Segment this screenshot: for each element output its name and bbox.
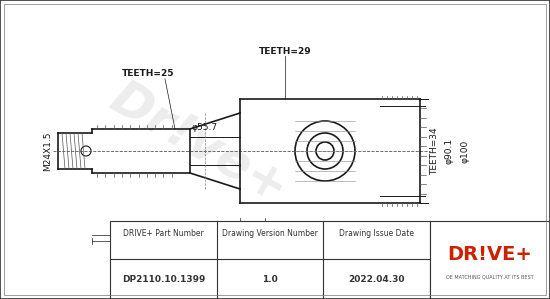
Text: DR!VE+: DR!VE+ xyxy=(448,245,532,263)
Text: 46: 46 xyxy=(160,241,172,250)
Bar xyxy=(430,221,550,299)
Text: Dr!ve+: Dr!ve+ xyxy=(103,74,298,214)
Text: TEETH=34: TEETH=34 xyxy=(430,127,439,175)
Text: TEETH=25: TEETH=25 xyxy=(122,69,174,79)
Text: 79: 79 xyxy=(141,247,153,256)
Bar xyxy=(110,221,430,299)
Text: 20.5: 20.5 xyxy=(272,227,292,236)
Text: DRIVE+ Part Number: DRIVE+ Part Number xyxy=(123,230,204,239)
Text: Drawing Issue Date: Drawing Issue Date xyxy=(339,230,414,239)
Text: M24X1.5: M24X1.5 xyxy=(43,131,52,171)
Text: 55.5: 55.5 xyxy=(302,247,322,256)
Text: φ55.7: φ55.7 xyxy=(192,123,218,132)
Text: φ90.1: φ90.1 xyxy=(445,138,454,164)
Text: TEETH=29: TEETH=29 xyxy=(258,47,311,56)
Text: 2022.04.30: 2022.04.30 xyxy=(348,274,405,283)
Text: DP2110.10.1399: DP2110.10.1399 xyxy=(122,274,205,283)
Text: φ100: φ100 xyxy=(460,139,469,163)
Text: OE MATCHING QUALITY AT ITS BEST: OE MATCHING QUALITY AT ITS BEST xyxy=(446,274,534,280)
Text: Drawing Version Number: Drawing Version Number xyxy=(222,230,318,239)
Text: 1.0: 1.0 xyxy=(262,274,278,283)
Text: 16: 16 xyxy=(247,227,258,236)
